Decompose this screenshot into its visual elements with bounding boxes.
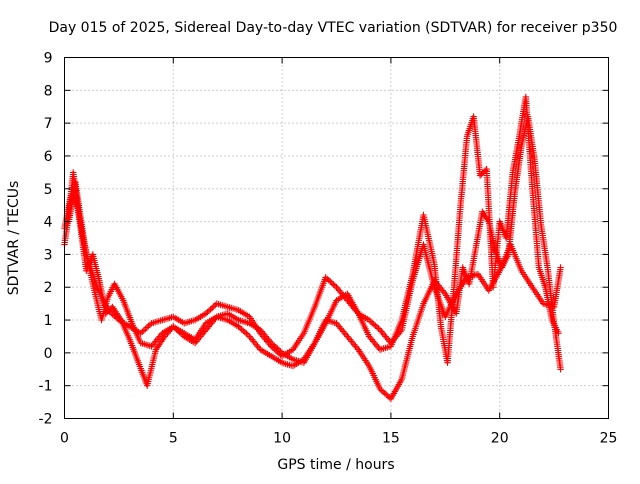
data-point-marker	[177, 330, 185, 337]
data-point-marker	[143, 324, 151, 331]
data-point-marker	[235, 323, 242, 330]
y-tick-label: 4	[44, 215, 53, 231]
data-point-marker	[275, 346, 283, 354]
y-tick-label: 6	[44, 149, 53, 165]
data-point-marker	[369, 319, 376, 327]
data-point-marker	[373, 323, 381, 331]
data-point-marker	[146, 321, 154, 328]
y-tick-label: -1	[39, 379, 53, 395]
y-tick-label: 7	[44, 116, 53, 132]
tick-layer: 0 5 10 15 20 25 -2 -1 0 1 2 3 4 5 6 7 8 9	[39, 51, 618, 447]
x-tick-label: 0	[60, 431, 69, 447]
y-tick-label: 1	[44, 313, 53, 329]
y-tick-label: 5	[44, 182, 53, 198]
data-point-marker	[140, 327, 147, 334]
x-tick-label: 15	[382, 431, 400, 447]
data-point-marker	[145, 322, 152, 330]
data-series	[65, 113, 564, 402]
data-point-marker	[557, 366, 564, 373]
data-point-marker	[324, 275, 331, 282]
x-tick-label: 10	[273, 431, 291, 447]
data-point-marker	[174, 327, 182, 334]
data-point-marker	[375, 325, 382, 332]
data-point-marker	[240, 327, 247, 334]
data-point-marker	[269, 341, 276, 348]
data-point-marker	[557, 264, 564, 271]
y-axis-label: SDTVAR / TECUs	[6, 181, 22, 296]
data-point-marker	[238, 326, 245, 333]
y-tick-label: 0	[44, 346, 53, 362]
chart-title: Day 015 of 2025, Sidereal Day-to-day VTE…	[49, 20, 618, 36]
data-layer	[61, 93, 564, 402]
data-point-marker	[272, 344, 280, 351]
x-tick-label: 5	[169, 431, 178, 447]
data-point-marker	[241, 329, 248, 336]
data-point-marker	[207, 306, 214, 313]
data-point-marker	[325, 277, 332, 284]
data-point-marker	[383, 391, 390, 398]
x-tick-label: 20	[491, 431, 509, 447]
data-point-marker	[367, 318, 374, 325]
data-point-marker	[372, 322, 379, 329]
data-point-marker	[142, 325, 149, 333]
data-point-marker	[330, 281, 337, 288]
data-point-marker	[378, 387, 385, 394]
x-tick-label: 25	[600, 431, 618, 447]
plot-frame	[64, 57, 609, 419]
data-point-marker	[328, 279, 335, 287]
data-point-marker	[139, 328, 146, 335]
y-tick-label: -2	[39, 412, 53, 428]
data-point-marker	[379, 388, 387, 395]
data-point-marker	[209, 304, 216, 312]
data-point-marker	[370, 321, 377, 328]
data-point-marker	[244, 331, 252, 339]
x-axis-label: GPS time / hours	[277, 457, 394, 473]
data-point-marker	[205, 307, 213, 314]
data-point-marker	[243, 330, 250, 337]
y-tick-label: 8	[44, 83, 53, 99]
y-tick-label: 9	[44, 51, 53, 67]
data-point-marker	[171, 324, 179, 332]
data-point-marker	[204, 308, 211, 316]
y-tick-label: 3	[44, 247, 53, 263]
data-point-marker	[381, 390, 388, 397]
y-tick-label: 2	[44, 280, 53, 296]
data-point-marker	[331, 282, 339, 289]
data-point-marker	[384, 392, 391, 400]
data-point-marker	[327, 278, 334, 285]
